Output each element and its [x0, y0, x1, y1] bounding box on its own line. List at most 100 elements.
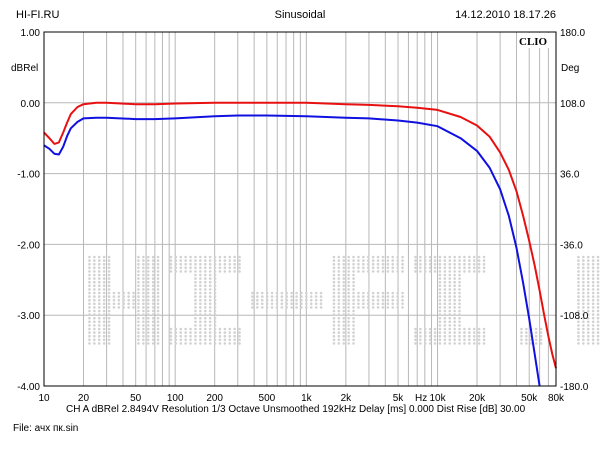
watermark-dot	[381, 306, 385, 309]
watermark-dot	[203, 316, 207, 320]
watermark-dot	[184, 327, 187, 331]
watermark-dot	[401, 266, 404, 270]
watermark-dot	[238, 338, 241, 342]
watermark-dot	[174, 255, 178, 259]
watermark-dot	[199, 342, 202, 345]
watermark-dot	[189, 255, 192, 259]
watermark-dot	[337, 331, 341, 334]
watermark-dot	[208, 327, 212, 331]
watermark-dot	[582, 316, 585, 320]
watermark-dot	[203, 273, 207, 277]
watermark-dot	[582, 262, 585, 266]
watermark-dot	[223, 342, 227, 345]
watermark-dot	[156, 291, 160, 295]
watermark-dot	[443, 309, 447, 313]
watermark-dot	[203, 320, 207, 324]
watermark-dot	[270, 302, 274, 306]
watermark-dot	[93, 288, 96, 291]
watermark-dot	[146, 284, 150, 288]
watermark-dot	[391, 298, 395, 302]
watermark-dot	[238, 342, 241, 345]
watermark-dot	[142, 298, 145, 302]
watermark-dot	[472, 334, 476, 338]
watermark-dot	[208, 255, 212, 259]
watermark-dot	[463, 334, 466, 338]
watermark-dot	[376, 298, 380, 302]
watermark-dot	[127, 306, 130, 309]
watermark-dot	[107, 342, 111, 345]
watermark-dot	[218, 270, 222, 273]
watermark-dot	[146, 288, 150, 291]
watermark-dot	[107, 280, 111, 284]
watermark-dot	[448, 270, 452, 273]
watermark-dot	[577, 313, 580, 316]
watermark-dot	[117, 295, 121, 298]
watermark-dot	[107, 309, 111, 313]
watermark-dot	[151, 259, 155, 262]
watermark-dot	[305, 291, 308, 295]
watermark-dot	[391, 295, 395, 298]
watermark-dot	[534, 342, 538, 345]
watermark-dot	[438, 284, 442, 288]
watermark-dot	[142, 259, 145, 262]
watermark-dot	[146, 266, 150, 270]
watermark-dot	[218, 331, 222, 334]
watermark-dot	[265, 306, 269, 309]
watermark-dot	[88, 306, 91, 309]
watermark-dot	[596, 309, 600, 313]
watermark-dot	[194, 313, 197, 316]
watermark-dot	[596, 266, 600, 270]
watermark-dot	[213, 270, 217, 273]
watermark-dot	[132, 295, 135, 298]
watermark-dot	[438, 316, 442, 320]
watermark-dot	[107, 327, 111, 331]
watermark-dot	[419, 266, 422, 270]
watermark-dot	[132, 302, 135, 306]
watermark-dot	[342, 273, 346, 277]
watermark-dot	[142, 284, 145, 288]
watermark-dot	[179, 331, 183, 334]
watermark-dot	[256, 295, 259, 298]
watermark-dot	[142, 331, 145, 334]
watermark-dot	[199, 262, 202, 266]
watermark-dot	[142, 277, 145, 280]
watermark-dot	[337, 273, 341, 277]
watermark-dot	[112, 302, 116, 306]
watermark-dot	[448, 262, 452, 266]
watermark-dot	[151, 316, 155, 320]
watermark-dot	[88, 255, 91, 259]
watermark-dot	[401, 306, 404, 309]
watermark-dot	[97, 342, 101, 345]
watermark-dot	[290, 291, 293, 295]
watermark-dot	[443, 284, 447, 288]
clio-logo: CLIO	[519, 36, 548, 48]
watermark-dot	[371, 295, 375, 298]
watermark-dot	[174, 338, 178, 342]
watermark-dot	[463, 262, 466, 266]
watermark-dot	[102, 288, 106, 291]
x-tick-label: 500	[259, 393, 276, 404]
watermark-dot	[347, 331, 350, 334]
watermark-dot	[342, 306, 346, 309]
watermark-dot	[342, 298, 346, 302]
watermark-dot	[142, 316, 145, 320]
watermark-dot	[223, 331, 227, 334]
x-tick-label: 10k	[429, 393, 446, 404]
watermark-dot	[468, 262, 471, 266]
header-timestamp: 14.12.2010 18.17.26	[455, 9, 556, 21]
watermark-dot	[371, 291, 375, 295]
watermark-dot	[596, 334, 600, 338]
watermark-dot	[275, 302, 279, 306]
watermark-dot	[596, 313, 600, 316]
watermark-dot	[371, 259, 375, 262]
watermark-dot	[189, 266, 192, 270]
watermark-dot	[137, 280, 140, 284]
watermark-dot	[586, 255, 590, 259]
watermark-dot	[396, 306, 399, 309]
watermark-dot	[107, 298, 111, 302]
watermark-dot	[362, 302, 365, 306]
watermark-dot	[352, 259, 355, 262]
watermark-dot	[102, 316, 106, 320]
watermark-dot	[366, 306, 370, 309]
watermark-dot	[539, 338, 543, 342]
